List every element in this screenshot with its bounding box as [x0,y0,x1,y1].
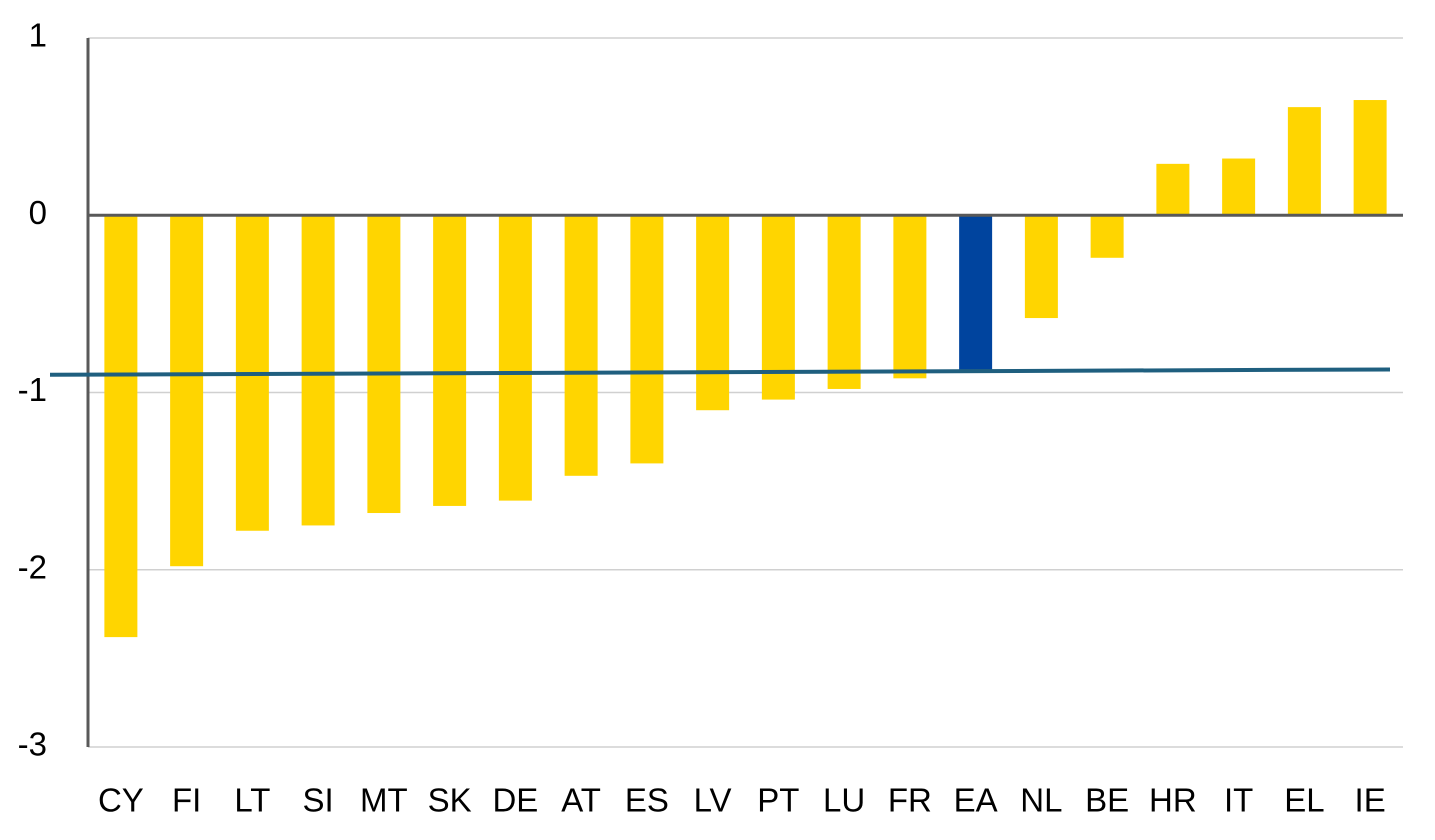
bar [893,215,927,379]
bar [498,215,532,501]
x-tick-label: EA [954,782,998,819]
bar [301,215,335,526]
bar [1156,163,1190,216]
x-tick-label: SI [303,782,334,819]
x-tick-label: MT [360,782,408,819]
x-tick-label: AT [561,782,601,819]
y-tick-label: -2 [18,548,47,585]
x-tick-label: FI [172,782,201,819]
bar [827,215,861,389]
bar [1287,107,1321,216]
x-tick-label: ES [625,782,669,819]
x-tick-label: IE [1355,782,1386,819]
bar [104,215,138,638]
x-tick-label: DE [492,782,538,819]
bar [696,215,730,411]
reference-line [49,367,1391,377]
y-tick-label: -3 [18,726,47,763]
x-tick-label: CY [98,782,144,819]
bar [433,215,467,506]
x-tick-label: NL [1020,782,1062,819]
bar [170,215,204,567]
bar [1090,215,1124,258]
bar [1024,215,1058,319]
x-tick-label: BE [1085,782,1129,819]
x-tick-label: LU [823,782,865,819]
bar [1353,100,1387,216]
y-tick-label: 1 [29,17,47,54]
y-tick-label: 0 [29,194,47,231]
bar [959,215,993,370]
x-tick-label: LV [694,782,732,819]
bar [761,215,795,400]
x-tick-label: SK [428,782,472,819]
bar [1222,158,1256,216]
bar [564,215,598,476]
bar [367,215,401,514]
x-tick-label: IT [1224,782,1253,819]
x-tick-label: LT [234,782,270,819]
bar [630,215,664,464]
x-tick-label: PT [757,782,799,819]
x-tick-label: EL [1284,782,1324,819]
y-tick-label: -1 [18,371,47,408]
x-tick-label: FR [888,782,932,819]
x-tick-label: HR [1149,782,1197,819]
